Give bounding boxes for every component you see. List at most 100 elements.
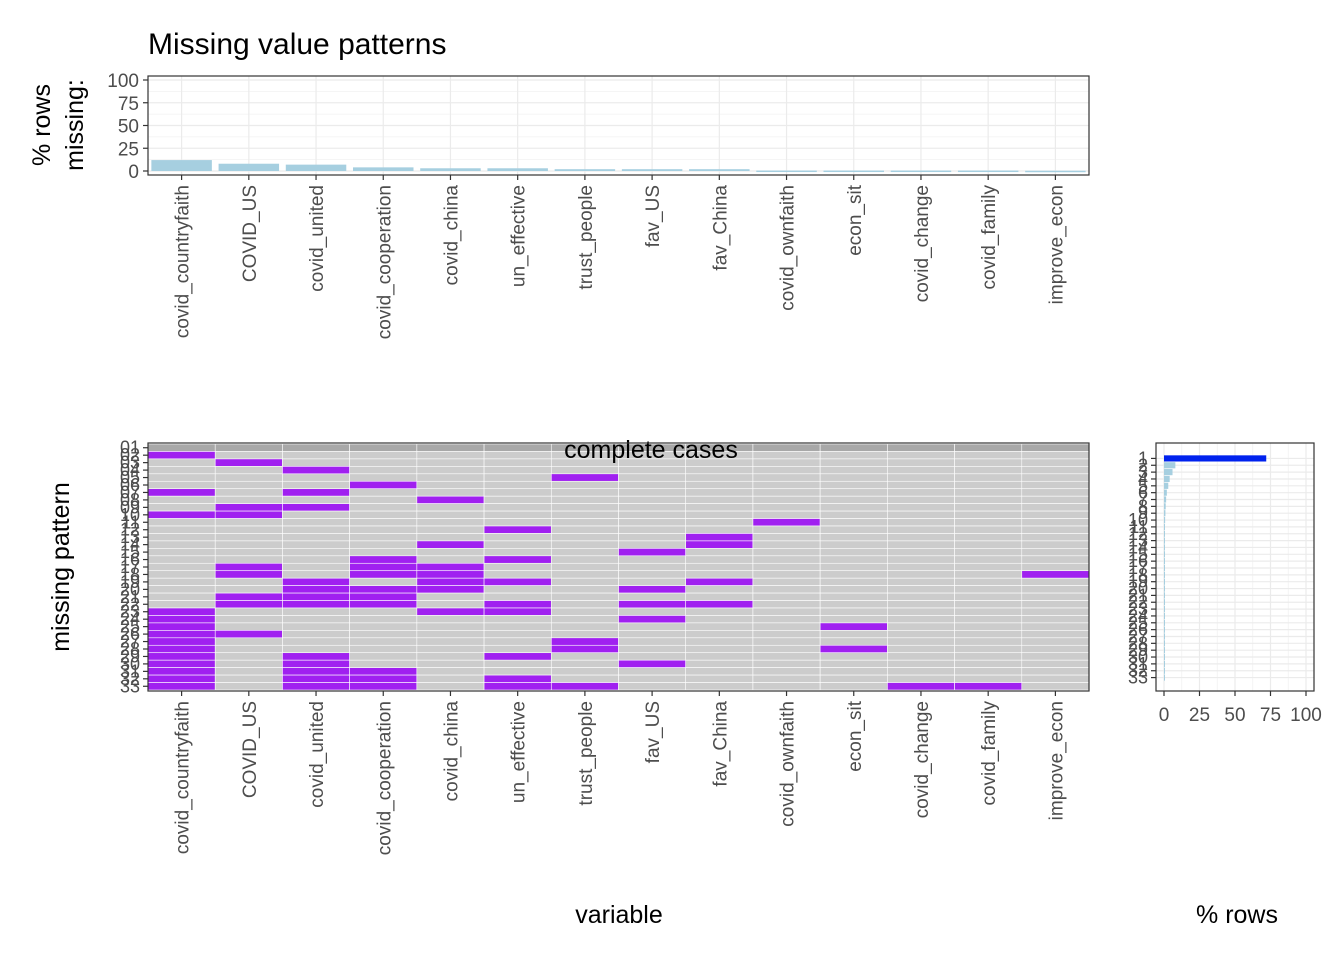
- heatmap-cell: [618, 480, 687, 490]
- heatmap-cell: [618, 674, 687, 683]
- heatmap-cell: [954, 548, 1023, 557]
- heatmap-cell: [1021, 518, 1090, 527]
- heatmap-cell: [349, 644, 418, 654]
- heatmap-cell: [214, 518, 283, 527]
- heatmap-cell: [214, 466, 283, 475]
- right-x-tick-label: 75: [1260, 705, 1281, 726]
- heatmap-cell: [954, 495, 1023, 504]
- top-x-tick-label: covid_change: [912, 185, 933, 302]
- heatmap-cell: [416, 510, 485, 519]
- heatmap-cell: [685, 622, 754, 631]
- heatmap-cell: [954, 503, 1023, 512]
- top-panel-border: [147, 75, 1090, 176]
- heatmap-cell: [1021, 615, 1090, 624]
- heatmap-cell: [685, 525, 754, 534]
- right-y-tick-label: 15: [1128, 544, 1148, 564]
- heatmap-cell: [1021, 451, 1090, 460]
- right-y-tick-label: 22: [1128, 592, 1148, 612]
- heatmap-cell: [282, 615, 350, 624]
- heatmap-y-tick-label: 30: [120, 654, 140, 674]
- right-y-tick-label: 25: [1128, 613, 1148, 633]
- heatmap-cell: [483, 644, 552, 654]
- heatmap-cell: [685, 518, 754, 527]
- right-bar: [1164, 660, 1165, 667]
- right-y-tick-label: 9: [1138, 503, 1148, 523]
- right-bar: [1164, 606, 1165, 613]
- heatmap-cell: [618, 548, 687, 557]
- heatmap-cell: [618, 503, 687, 512]
- heatmap-cell: [282, 607, 350, 616]
- heatmap-y-tick-label: 27: [120, 632, 140, 652]
- heatmap-cell: [1021, 622, 1090, 631]
- heatmap-cell: [752, 555, 821, 564]
- heatmap-cell: [618, 682, 687, 691]
- heatmap-cell: [214, 540, 283, 549]
- right-bar: [1164, 564, 1165, 572]
- heatmap-cell: [147, 443, 216, 452]
- heatmap-cell: [618, 652, 687, 661]
- heatmap-cell: [416, 570, 485, 579]
- heatmap-cell: [214, 577, 283, 586]
- heatmap-y-tick-label: 31: [120, 661, 140, 681]
- heatmap-x-tick-label: covid_change: [912, 701, 933, 818]
- heatmap-x-tick-label: COVID_US: [240, 701, 261, 798]
- heatmap-cell: [147, 585, 216, 594]
- top-bar: [353, 167, 414, 171]
- heatmap-cell: [147, 495, 216, 504]
- heatmap-cell: [416, 577, 485, 586]
- right-x-axis-title: % rows: [1196, 901, 1278, 929]
- heatmap-cell: [954, 622, 1023, 631]
- heatmap-x-tick-label: covid_cooperation: [374, 701, 395, 855]
- heatmap-cell: [685, 592, 754, 601]
- heatmap-cell: [282, 570, 350, 579]
- heatmap-cell: [214, 652, 283, 661]
- heatmap-cell: [752, 510, 821, 519]
- heatmap-cell: [483, 562, 552, 572]
- heatmap-cell: [819, 667, 888, 676]
- heatmap-cell: [214, 667, 283, 676]
- heatmap-cell: [887, 443, 955, 452]
- heatmap-cell: [416, 562, 485, 572]
- heatmap-cell: [282, 548, 350, 557]
- heatmap-cell: [954, 644, 1023, 654]
- heatmap-cell: [349, 652, 418, 661]
- heatmap-cell: [483, 451, 552, 460]
- heatmap-cell: [214, 562, 283, 572]
- right-bar: [1164, 571, 1165, 578]
- heatmap-cell: [1021, 577, 1090, 586]
- heatmap-cell: [887, 622, 955, 631]
- heatmap-cell: [483, 548, 552, 557]
- heatmap-cell: [1021, 637, 1090, 646]
- heatmap-cell: [887, 540, 955, 549]
- heatmap-cell: [214, 592, 283, 601]
- heatmap-cell: [887, 592, 955, 601]
- heatmap-cell: [685, 503, 754, 512]
- right-y-tick-label: 30: [1128, 647, 1148, 667]
- heatmap-cell: [618, 540, 687, 549]
- right-bar: [1164, 592, 1165, 599]
- heatmap-cell: [147, 622, 216, 631]
- right-bar: [1164, 647, 1165, 654]
- heatmap-cell: [618, 592, 687, 601]
- heatmap-y-tick-label: 33: [120, 676, 140, 696]
- heatmap-cell: [752, 682, 821, 691]
- heatmap-cell: [282, 480, 350, 490]
- heatmap-cell: [618, 525, 687, 534]
- heatmap-cell: [282, 585, 350, 594]
- right-bar: [1164, 516, 1166, 524]
- right-bar: [1164, 496, 1167, 503]
- heatmap-cell: [147, 652, 216, 661]
- heatmap-cell: [954, 451, 1023, 460]
- heatmap-cell: [819, 466, 888, 475]
- heatmap-cell: [147, 548, 216, 557]
- heatmap-y-tick-label: 18: [120, 564, 140, 584]
- heatmap-cell: [349, 592, 418, 601]
- heatmap-cell: [416, 607, 485, 616]
- heatmap-cell: [819, 577, 888, 586]
- right-y-tick-label: 26: [1128, 620, 1148, 640]
- heatmap-cell: [819, 540, 888, 549]
- heatmap-cell: [1021, 585, 1090, 594]
- heatmap-cell: [147, 466, 216, 475]
- right-bar: [1164, 510, 1166, 517]
- heatmap-cell: [752, 533, 821, 542]
